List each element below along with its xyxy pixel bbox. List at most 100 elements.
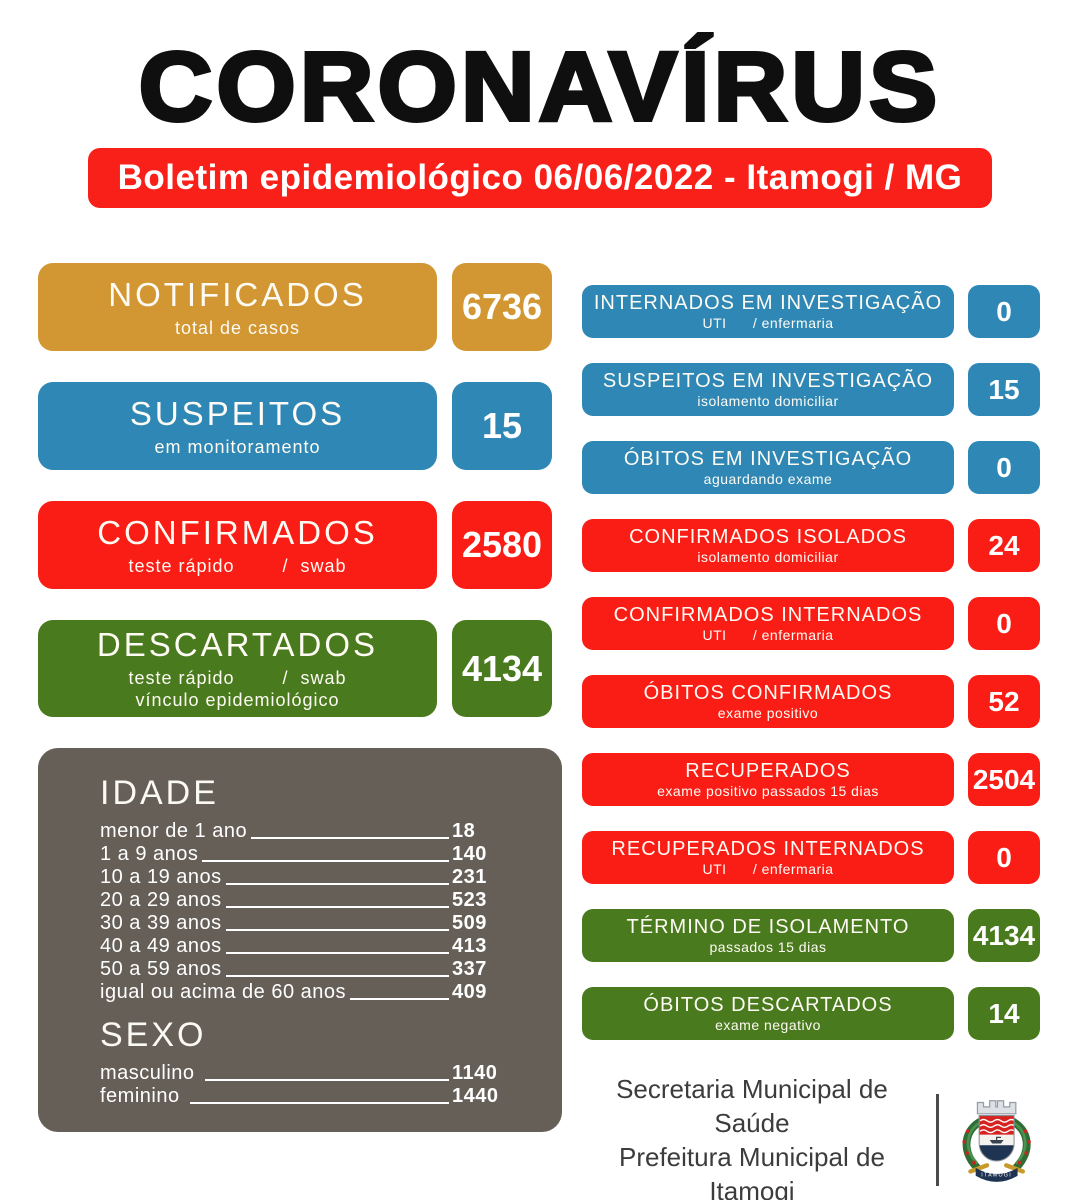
detail-subtitle-obitos-em-investigacao: aguardando exame <box>703 470 833 487</box>
detail-subtitle-obitos-confirmados: exame positivo <box>717 704 819 721</box>
detail-row-obitos-confirmados: ÓBITOS CONFIRMADOS exame positivo 52 <box>582 675 1040 728</box>
detail-card-obitos-descartados: ÓBITOS DESCARTADOS exame negativo <box>582 987 954 1040</box>
summary-row-notificados: NOTIFICADOS total de casos 6736 <box>38 263 552 351</box>
age-row: 30 a 39 anos 509 <box>100 912 504 935</box>
bulletin-banner: Boletim epidemiológico 06/06/2022 - Itam… <box>87 147 993 208</box>
detail-row-recuperados-internados: RECUPERADOS INTERNADOS UTI / enfermaria 0 <box>582 831 1040 884</box>
stat-title-suspeitos: SUSPEITOS <box>129 394 346 432</box>
age-label: 1 a 9 anos <box>100 843 199 865</box>
detail-row-termino-de-isolamento: TÉRMINO DE ISOLAMENTO passados 15 dias 413… <box>582 909 1040 962</box>
age-label: 50 a 59 anos <box>100 958 222 980</box>
detail-card-recuperados: RECUPERADOS exame positivo passados 15 di… <box>582 753 954 806</box>
stat-subtitle-descartados: vínculo epidemiológico <box>135 690 340 710</box>
stat-card-descartados: DESCARTADOS teste rápido / swab vínculo ep… <box>38 620 437 717</box>
detail-value-confirmados-isolados: 24 <box>968 519 1040 572</box>
stat-card-suspeitos: SUSPEITOS em monitoramento <box>38 382 437 470</box>
age-label: menor de 1 ano <box>100 820 248 842</box>
detail-row-suspeitos-em-investigacao: SUSPEITOS EM INVESTIGAÇÃO isolamento domi… <box>582 363 1040 416</box>
detail-title-internados-em-investigacao: INTERNADOS EM INVESTIGAÇÃO <box>593 291 943 314</box>
stat-value-suspeitos: 15 <box>452 382 552 470</box>
leader-line <box>225 952 449 954</box>
detail-row-obitos-descartados: ÓBITOS DESCARTADOS exame negativo 14 <box>582 987 1040 1040</box>
demographics-box: IDADE menor de 1 ano 18 1 a 9 anos 140 10 a … <box>38 748 562 1132</box>
leader-line <box>251 837 449 839</box>
age-row: 40 a 49 anos 413 <box>100 935 504 958</box>
detail-subtitle-confirmados-isolados: isolamento domiciliar <box>697 548 839 565</box>
age-value: 140 <box>452 843 487 865</box>
detail-value-suspeitos-em-investigacao: 15 <box>968 363 1040 416</box>
detail-title-obitos-em-investigacao: ÓBITOS EM INVESTIGAÇÃO <box>623 447 913 470</box>
sex-label: feminino <box>100 1085 186 1107</box>
age-value: 231 <box>452 866 487 888</box>
detail-card-internados-em-investigacao: INTERNADOS EM INVESTIGAÇÃO UTI / enfermar… <box>582 285 954 338</box>
age-value: 409 <box>452 981 487 1003</box>
detail-subtitle-recuperados: exame positivo passados 15 dias <box>657 782 879 799</box>
age-label: 10 a 19 anos <box>100 866 222 888</box>
stat-subtitle-confirmados: teste rápido / swab <box>128 555 347 576</box>
summary-row-suspeitos: SUSPEITOS em monitoramento 15 <box>38 382 552 470</box>
sex-row: feminino 1440 <box>100 1085 504 1108</box>
sex-rows: masculino 1140 feminino 1440 <box>100 1062 504 1108</box>
detail-value-recuperados-internados: 0 <box>968 831 1040 884</box>
detail-column: INTERNADOS EM INVESTIGAÇÃO UTI / enfermar… <box>582 285 1040 1065</box>
age-row: 1 a 9 anos 140 <box>100 843 504 866</box>
stat-subtitle-notificados: total de casos <box>174 317 301 338</box>
leader-line <box>225 929 449 931</box>
sex-row: masculino 1140 <box>100 1062 504 1085</box>
stat-card-confirmados: CONFIRMADOS teste rápido / swab <box>38 501 437 589</box>
organization-name: Secretaria Municipal de Saúde Prefeitura… <box>582 1072 922 1200</box>
stat-subtitle-descartados: teste rápido / swab <box>128 668 347 688</box>
summary-row-descartados: DESCARTADOS teste rápido / swab vínculo ep… <box>38 620 552 717</box>
detail-row-confirmados-isolados: CONFIRMADOS ISOLADOS isolamento domicilia… <box>582 519 1040 572</box>
detail-row-obitos-em-investigacao: ÓBITOS EM INVESTIGAÇÃO aguardando exame 0 <box>582 441 1040 494</box>
age-row: 10 a 19 anos 231 <box>100 866 504 889</box>
detail-value-obitos-em-investigacao: 0 <box>968 441 1040 494</box>
detail-subtitle-termino-de-isolamento: passados 15 dias <box>709 938 827 955</box>
age-value: 523 <box>452 889 487 911</box>
leader-line <box>225 975 449 977</box>
stat-title-notificados: NOTIFICADOS <box>108 275 367 313</box>
leader-line <box>204 1079 449 1081</box>
detail-card-obitos-em-investigacao: ÓBITOS EM INVESTIGAÇÃO aguardando exame <box>582 441 954 494</box>
detail-title-obitos-confirmados: ÓBITOS CONFIRMADOS <box>643 681 893 704</box>
detail-subtitle-confirmados-internados: UTI / enfermaria <box>702 626 834 643</box>
detail-card-recuperados-internados: RECUPERADOS INTERNADOS UTI / enfermaria <box>582 831 954 884</box>
age-value: 337 <box>452 958 487 980</box>
header: CORONAVÍRUS Boletim epidemiológico 06/06… <box>0 32 1080 208</box>
age-label: 30 a 39 anos <box>100 912 222 934</box>
footer-line-2: Prefeitura Municipal de Itamogi <box>618 1142 885 1200</box>
detail-value-recuperados: 2504 <box>968 753 1040 806</box>
age-row: igual ou acima de 60 anos 409 <box>100 981 504 1004</box>
stat-subtitle-suspeitos: em monitoramento <box>154 436 321 457</box>
detail-cards: INTERNADOS EM INVESTIGAÇÃO UTI / enfermar… <box>582 285 1040 1040</box>
age-row: menor de 1 ano 18 <box>100 820 504 843</box>
leader-line <box>189 1102 449 1104</box>
stat-value-confirmados: 2580 <box>452 501 552 589</box>
age-value: 18 <box>452 820 476 842</box>
footer-line-1: Secretaria Municipal de Saúde <box>616 1074 888 1138</box>
sex-label: masculino <box>100 1062 201 1084</box>
detail-title-suspeitos-em-investigacao: SUSPEITOS EM INVESTIGAÇÃO <box>602 369 934 392</box>
stat-title-descartados: DESCARTADOS <box>96 626 379 663</box>
age-label: 40 a 49 anos <box>100 935 222 957</box>
detail-subtitle-internados-em-investigacao: UTI / enfermaria <box>702 314 834 331</box>
detail-title-confirmados-isolados: CONFIRMADOS ISOLADOS <box>629 525 907 548</box>
age-label: 20 a 29 anos <box>100 889 222 911</box>
age-value: 413 <box>452 935 487 957</box>
detail-title-obitos-descartados: ÓBITOS DESCARTADOS <box>643 993 893 1016</box>
page-title: CORONAVÍRUS <box>137 32 942 141</box>
summary-row-confirmados: CONFIRMADOS teste rápido / swab 2580 <box>38 501 552 589</box>
stat-value-notificados: 6736 <box>452 263 552 351</box>
age-row: 50 a 59 anos 337 <box>100 958 504 981</box>
sex-heading: SEXO <box>100 1016 207 1054</box>
detail-subtitle-suspeitos-em-investigacao: isolamento domiciliar <box>697 392 839 409</box>
detail-card-obitos-confirmados: ÓBITOS CONFIRMADOS exame positivo <box>582 675 954 728</box>
detail-value-confirmados-internados: 0 <box>968 597 1040 650</box>
leader-line <box>350 998 449 1000</box>
crest-banner-text: ITAMOGI <box>981 1173 1012 1179</box>
leader-line <box>202 860 449 862</box>
detail-subtitle-recuperados-internados: UTI / enfermaria <box>702 860 834 877</box>
sex-value: 1440 <box>452 1085 499 1107</box>
detail-title-recuperados: RECUPERADOS <box>685 759 851 782</box>
